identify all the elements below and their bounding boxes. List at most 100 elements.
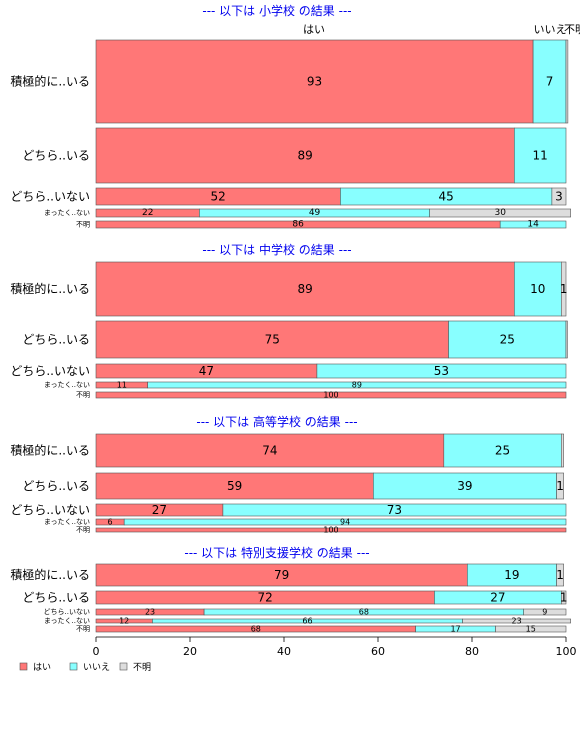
bar-segment-unknown	[565, 39, 569, 124]
bar-value-label: 1	[560, 591, 568, 605]
row-label: 不明	[76, 625, 90, 633]
row-label: 不明	[76, 526, 90, 534]
bar-value-label: 25	[500, 333, 515, 347]
bar-segment-unknown	[556, 472, 564, 500]
bar-value-label: 89	[352, 381, 362, 390]
row-label: まったく..ない	[44, 518, 90, 526]
bar-segment-yes	[95, 261, 515, 317]
bar-segment-unknown	[495, 625, 567, 633]
row-label: 不明	[76, 391, 90, 399]
bar-value-label: 59	[227, 479, 242, 493]
bar-value-label: 15	[526, 625, 536, 634]
bar-value-label: 1	[556, 568, 564, 582]
bar-value-label: 68	[359, 608, 369, 617]
bar-value-label: 47	[199, 364, 214, 378]
bar-value-label: 39	[457, 479, 472, 493]
bar-segment-no	[448, 320, 567, 359]
row-label: 積極的に..いる	[10, 281, 90, 296]
bar-value-label: 25	[495, 444, 510, 458]
bar-value-label: 53	[434, 364, 449, 378]
bar-value-label: 66	[302, 617, 312, 626]
legend-label: いいえ	[83, 662, 110, 673]
bar-segment-no	[372, 472, 557, 500]
bar-value-label: 86	[292, 220, 304, 230]
bar-value-label: 52	[211, 190, 226, 204]
x-tick-label: 80	[465, 645, 479, 658]
bar-segment-no	[499, 220, 567, 229]
row-label: どちら..いない	[10, 364, 90, 378]
row-label: どちら..いない	[10, 190, 90, 204]
bar-value-label: 89	[298, 282, 313, 296]
bar-segment-unknown	[560, 433, 564, 468]
bar-segment-no	[147, 381, 567, 389]
bar-segment-no	[443, 433, 562, 468]
bar-value-label: 73	[387, 503, 402, 517]
bar-segment-unknown	[462, 618, 572, 624]
bar-segment-yes	[95, 39, 534, 124]
bar-value-label: 49	[309, 208, 321, 218]
bar-value-label: 3	[555, 190, 563, 204]
row-label: 積極的に..いる	[10, 74, 90, 89]
bar-segment-no	[513, 261, 562, 317]
bar-segment-unknown	[556, 563, 564, 587]
bar-value-label: 22	[142, 208, 153, 218]
bar-value-label: 93	[307, 75, 322, 89]
bar-value-label: 89	[298, 149, 313, 163]
bar-value-label: 7	[546, 75, 554, 89]
bar-value-label: 6	[108, 518, 113, 527]
row-label: どちら..いる	[22, 479, 90, 493]
panel-title: --- 以下は 中学校 の結果 ---	[202, 242, 351, 257]
bar-value-label: 94	[340, 518, 350, 527]
bar-value-label: 1	[560, 282, 568, 296]
row-label: まったく..ない	[44, 209, 90, 217]
bar-value-label: 23	[145, 608, 155, 617]
legend-swatch	[19, 662, 28, 671]
row-label: どちら..いる	[22, 149, 90, 163]
bar-value-label: 30	[494, 208, 506, 218]
bar-value-label: 74	[262, 444, 277, 458]
row-label: 積極的に..いる	[10, 567, 90, 582]
bar-value-label: 14	[527, 220, 539, 230]
row-label: どちら..いる	[22, 333, 90, 347]
bar-value-label: 27	[152, 503, 167, 517]
bar-segment-unknown	[565, 320, 568, 359]
bar-value-label: 17	[450, 625, 460, 634]
bar-value-label: 23	[512, 617, 522, 626]
x-tick-label: 0	[93, 645, 100, 658]
bar-value-label: 10	[530, 282, 545, 296]
row-label: 積極的に..いる	[10, 443, 90, 458]
column-header-yes: はい	[303, 23, 325, 36]
bar-segment-no	[316, 363, 567, 379]
bar-segment-yes	[95, 527, 567, 533]
bar-value-label: 72	[258, 591, 273, 605]
bar-segment-no	[222, 503, 567, 517]
bar-value-label: 100	[323, 391, 338, 400]
column-header-unknown: 不明	[564, 23, 580, 36]
column-header-no-unknown: いいえ	[534, 23, 567, 36]
legend-label: 不明	[133, 662, 151, 673]
bar-value-label: 79	[274, 568, 289, 582]
legend-swatch	[119, 662, 128, 671]
bar-value-label: 45	[439, 190, 454, 204]
row-label: どちら..いない	[10, 503, 90, 517]
row-label: どちら..いる	[22, 591, 90, 605]
bar-segment-yes	[95, 127, 515, 184]
legend-swatch	[69, 662, 78, 671]
x-tick-label: 100	[556, 645, 577, 658]
panel-title: --- 以下は 小学校 の結果 ---	[202, 3, 351, 18]
row-label: どちら..いない	[44, 608, 90, 616]
bar-segment-unknown	[551, 187, 567, 206]
bar-segment-no	[123, 518, 567, 526]
row-label: まったく..ない	[44, 617, 90, 625]
bar-value-label: 19	[504, 568, 519, 582]
bar-value-label: 1	[556, 479, 564, 493]
bar-value-label: 100	[323, 526, 338, 535]
bar-value-label: 9	[542, 608, 547, 617]
row-label: まったく..ない	[44, 381, 90, 389]
bar-segment-yes	[95, 391, 567, 399]
bar-segment-unknown	[523, 608, 567, 616]
bar-segment-no	[532, 39, 567, 124]
bar-value-label: 12	[119, 617, 129, 626]
bar-segment-yes	[95, 320, 449, 359]
